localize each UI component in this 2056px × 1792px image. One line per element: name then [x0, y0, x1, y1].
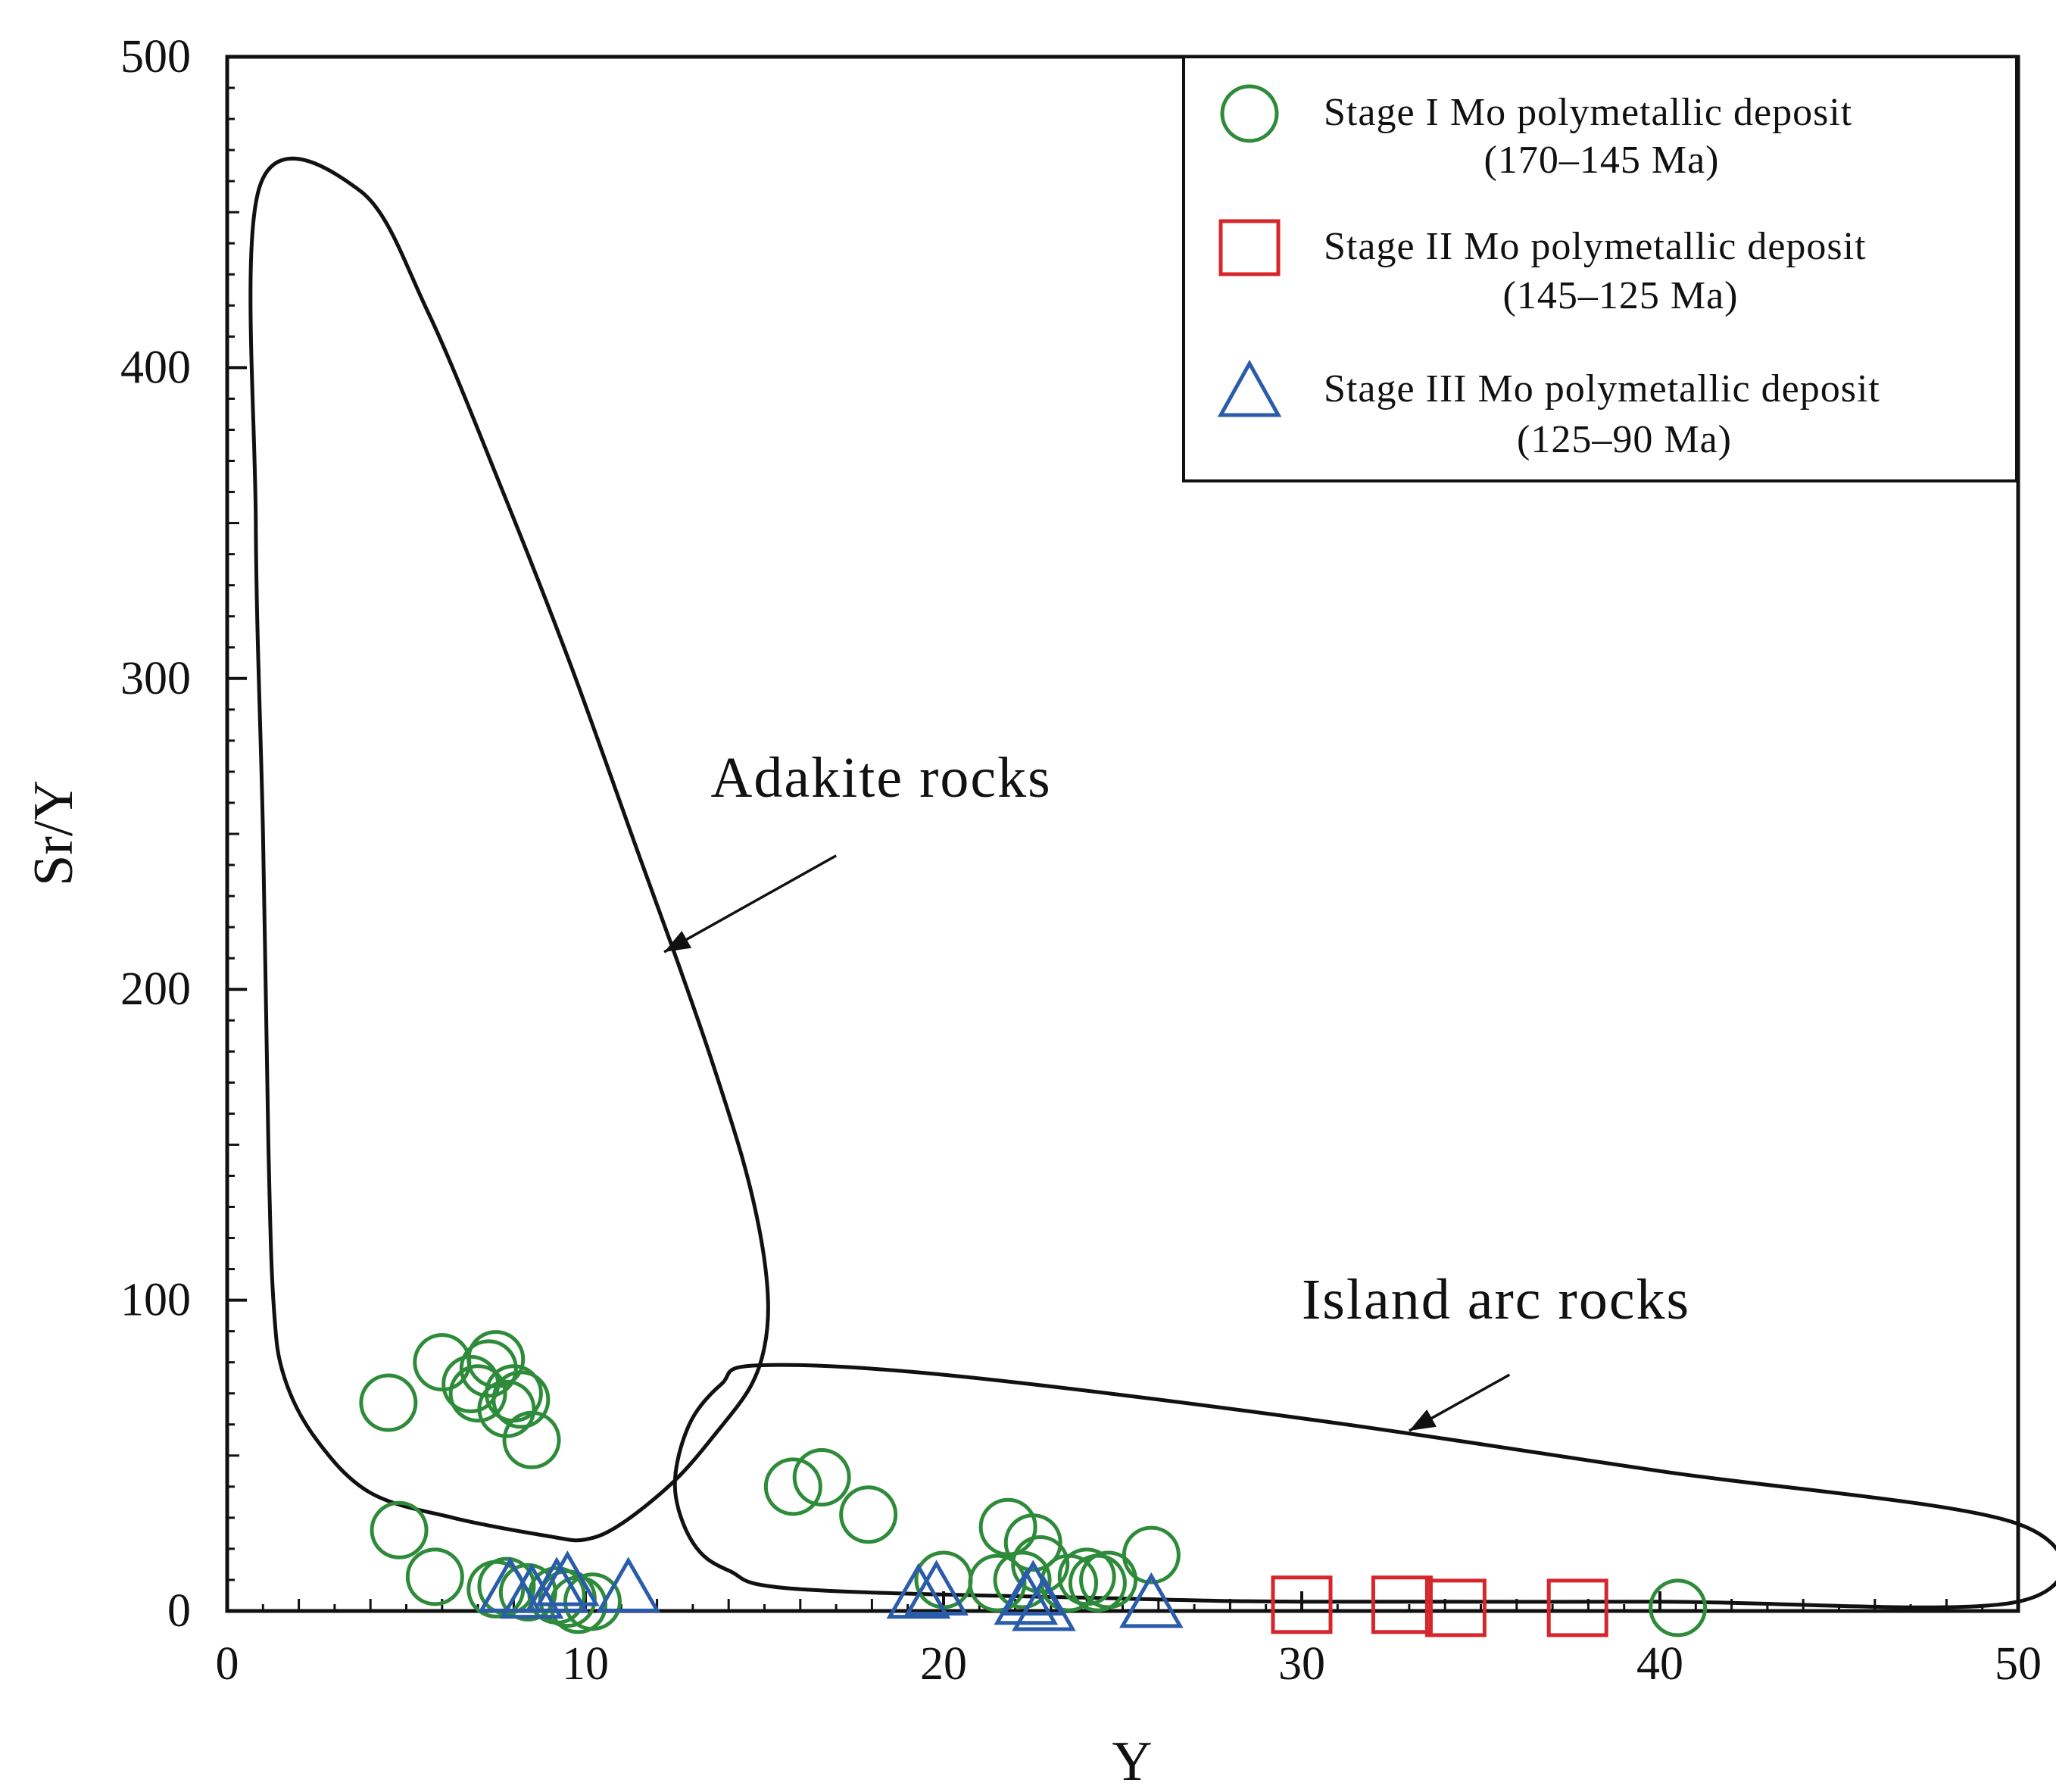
x-tick-label: 10: [562, 1638, 609, 1690]
stage-1-point: [448, 1364, 507, 1423]
y-tick-label: 400: [120, 342, 191, 393]
adakite-rocks-label: Adakite rocks: [711, 746, 1052, 810]
stage-2-point: [1371, 1575, 1433, 1634]
stage-3-point: [524, 1556, 589, 1612]
stage-1-point: [1003, 1513, 1062, 1572]
stage-3-point: [535, 1550, 600, 1606]
stage-1-point: [1079, 1550, 1138, 1609]
stage-1-point: [1057, 1547, 1116, 1606]
stage-1-point: [491, 1370, 551, 1429]
x-tick-label: 40: [1636, 1638, 1683, 1690]
adakite-rocks-field-outline: [248, 156, 770, 1543]
stage-1-point: [1011, 1534, 1070, 1594]
stage-1-point: [359, 1373, 418, 1432]
stage-3-point: [1012, 1575, 1076, 1631]
field-regions: Adakite rocks Island arc rocks: [248, 156, 2056, 1609]
y-axis-title: Sr/Y: [23, 780, 85, 886]
stage-1-point: [839, 1485, 898, 1544]
stage-3-point: [596, 1556, 661, 1612]
stage-1-point: [405, 1547, 464, 1606]
y-tick-label: 500: [120, 31, 191, 83]
y-tick-label: 0: [167, 1585, 191, 1637]
x-tick-label: 0: [216, 1638, 239, 1690]
legend-entry-stage-1: Stage I Mo polymetallic deposit: [1324, 91, 1852, 134]
y-tick-label: 100: [120, 1275, 191, 1326]
stage-2-point: [1271, 1575, 1333, 1634]
stage-3-point: [904, 1559, 969, 1616]
legend-triangle-marker: [1217, 359, 1282, 417]
stage-2-point: [1424, 1578, 1487, 1637]
y-tick-label: 300: [120, 653, 191, 704]
stage-1-point: [563, 1572, 622, 1631]
stage-1-point: [1649, 1578, 1708, 1637]
stage-3-point: [1119, 1572, 1184, 1628]
legend-circle-marker: [1220, 84, 1279, 143]
stage-1-point: [370, 1500, 429, 1559]
x-tick-label: 50: [1995, 1638, 2042, 1690]
data-points: [359, 1330, 1708, 1637]
stage-2-point: [1546, 1578, 1608, 1637]
legend-entry-stage-3: Stage III Mo polymetallic deposit: [1324, 367, 1880, 411]
legend-entry-stage-1-age: (170–145 Ma): [1484, 139, 1720, 182]
stage-1-point: [978, 1497, 1037, 1556]
legend: Stage I Mo polymetallic deposit (170–145…: [1182, 55, 2018, 482]
island-arc-rocks-label: Island arc rocks: [1302, 1268, 1690, 1332]
stage-1-point: [459, 1339, 518, 1398]
legend-box: [1182, 55, 2018, 482]
adakite-rocks-arrowhead: [664, 930, 692, 952]
stage-1-point: [502, 1410, 561, 1469]
island-arc-rocks-arrowhead: [1409, 1410, 1437, 1431]
stage-3-point: [478, 1556, 542, 1612]
stage-3-point: [886, 1563, 951, 1619]
stage-1-point: [968, 1553, 1027, 1612]
x-tick-label: 30: [1278, 1638, 1325, 1690]
stage-1-point: [993, 1550, 1052, 1609]
x-tick-label: 20: [920, 1638, 967, 1690]
island-arc-rocks-field-outline: [672, 1363, 2056, 1609]
legend-square-marker: [1218, 219, 1281, 276]
stage-1-point: [792, 1448, 851, 1507]
stage-1-point: [1122, 1525, 1181, 1584]
adakite-rocks-arrow: [663, 854, 837, 954]
y-tick-label: 200: [120, 963, 191, 1015]
x-axis-title: Y: [1112, 1731, 1152, 1792]
legend-entry-stage-3-age: (125–90 Ma): [1517, 418, 1732, 461]
legend-entry-stage-2-age: (145–125 Ma): [1503, 274, 1739, 317]
stage-1-point: [763, 1457, 822, 1516]
legend-entry-stage-2: Stage II Mo polymetallic deposit: [1324, 225, 1867, 268]
